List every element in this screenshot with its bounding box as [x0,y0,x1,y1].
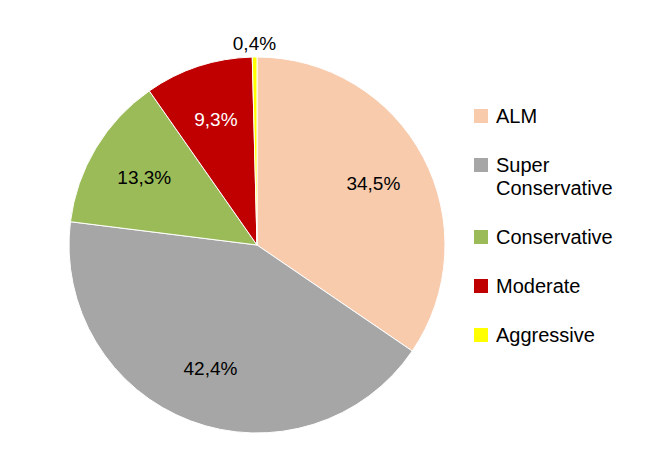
html-text:Moderate: Moderate [496,275,581,297]
html-text:Super Conservative: Super Conservative [496,154,613,199]
svg-text:13,3%: 13,3% [117,167,171,188]
svg-text:9,3%: 9,3% [194,109,237,130]
html-text:ALM: ALM [496,105,538,127]
svg-text:42,4%: 42,4% [184,358,238,379]
html-text:Conservative: Conservative [496,226,613,248]
html-text:Aggressive: Aggressive [496,324,595,346]
svg-text:34,5%: 34,5% [346,173,400,194]
svg-text:0,4%: 0,4% [233,33,276,54]
